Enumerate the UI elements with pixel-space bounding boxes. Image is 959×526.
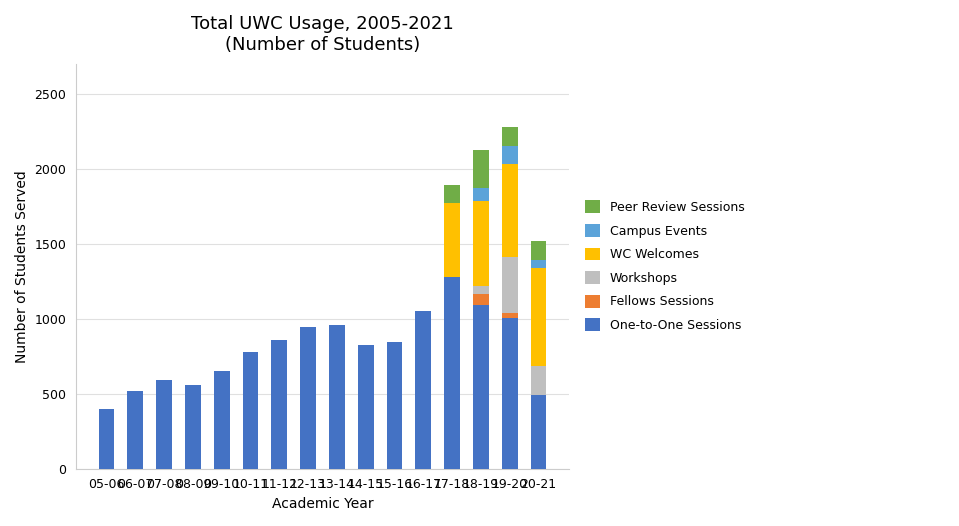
X-axis label: Academic Year: Academic Year <box>271 497 373 511</box>
Bar <box>530 260 547 268</box>
Title: Total UWC Usage, 2005-2021
(Number of Students): Total UWC Usage, 2005-2021 (Number of St… <box>191 15 454 54</box>
Bar <box>502 164 518 257</box>
Bar <box>444 185 460 203</box>
Bar <box>358 345 374 469</box>
Bar <box>128 391 143 469</box>
Bar <box>329 325 345 469</box>
Bar <box>185 385 200 469</box>
Bar <box>300 327 316 469</box>
Bar <box>502 257 518 313</box>
Bar <box>502 318 518 469</box>
Bar <box>473 294 489 305</box>
Bar <box>530 268 547 366</box>
Bar <box>156 380 172 469</box>
Bar <box>386 342 403 469</box>
Bar <box>444 277 460 469</box>
Bar <box>530 366 547 395</box>
Bar <box>473 150 489 188</box>
Bar <box>502 313 518 318</box>
Bar <box>530 395 547 469</box>
Bar <box>502 127 518 146</box>
Bar <box>243 352 258 469</box>
Bar <box>502 146 518 164</box>
Bar <box>530 241 547 260</box>
Legend: Peer Review Sessions, Campus Events, WC Welcomes, Workshops, Fellows Sessions, O: Peer Review Sessions, Campus Events, WC … <box>580 195 750 337</box>
Bar <box>473 305 489 469</box>
Bar <box>444 203 460 277</box>
Bar <box>415 311 432 469</box>
Bar <box>271 340 287 469</box>
Bar <box>473 286 489 294</box>
Bar <box>473 188 489 201</box>
Bar <box>214 371 229 469</box>
Y-axis label: Number of Students Served: Number of Students Served <box>15 170 29 362</box>
Bar <box>99 409 114 469</box>
Bar <box>473 201 489 286</box>
